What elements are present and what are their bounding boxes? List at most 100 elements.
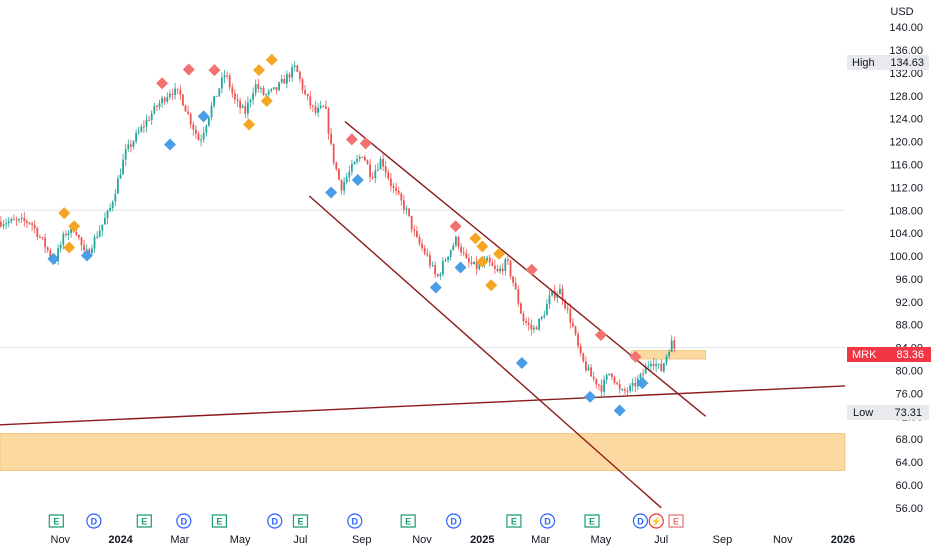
candle-body-120 — [312, 105, 314, 107]
candle-body-47 — [122, 159, 124, 175]
candle-body-242 — [629, 385, 631, 391]
candle-body-181 — [470, 262, 473, 264]
candle-body-259 — [673, 340, 676, 349]
candle-body-94 — [244, 105, 247, 114]
candle-body-89 — [231, 87, 234, 94]
trend-line-1[interactable] — [344, 121, 707, 417]
horizontal-lines-layer — [0, 209, 845, 349]
candle-body-99 — [257, 84, 260, 89]
event-badge-label-7: D — [352, 517, 359, 527]
event-badge-label-8: E — [405, 517, 411, 527]
candle-body-170 — [442, 261, 444, 275]
y-tick-label-13: 88.00 — [895, 320, 923, 332]
event-badge-14[interactable]: ⚡ — [648, 513, 664, 529]
candle-body-103 — [267, 90, 270, 95]
event-badge-1[interactable]: D — [86, 513, 102, 529]
candle-body-148 — [384, 166, 387, 173]
event-badge-15[interactable]: E — [668, 514, 684, 528]
y-axis[interactable]: 140.00 136.00 132.00 128.00 124.00 120.00 116.… — [889, 22, 923, 515]
x-tick-label-3: May — [230, 534, 251, 546]
pivot-marker-17 — [359, 137, 372, 150]
candle-body-25 — [65, 233, 67, 236]
candle-body-173 — [449, 250, 452, 257]
candle-body-252 — [655, 364, 657, 367]
candle-body-3 — [7, 221, 10, 224]
y-tick-label-15: 80.00 — [895, 366, 923, 378]
candle-body-63 — [163, 97, 166, 102]
candle-body-36 — [93, 237, 96, 249]
event-badge-7[interactable]: D — [347, 513, 363, 529]
candle-body-107 — [278, 82, 280, 91]
x-tick-label-0: Nov — [51, 534, 71, 546]
candle-body-62 — [161, 97, 163, 104]
candle-body-228 — [592, 376, 595, 379]
event-badge-12[interactable]: E — [584, 514, 600, 528]
candle-body-38 — [98, 230, 101, 237]
pivot-marker-12 — [260, 94, 273, 107]
event-badge-4[interactable]: E — [211, 514, 228, 528]
event-badge-6[interactable]: E — [292, 514, 309, 528]
candle-body-238 — [618, 383, 621, 390]
event-badge-shape-2 — [136, 514, 152, 528]
candle-body-257 — [668, 351, 670, 357]
candle-body-226 — [587, 367, 590, 371]
candle-body-204 — [530, 324, 533, 330]
candle-body-29 — [75, 232, 78, 235]
pivot-marker-15 — [345, 133, 358, 146]
candle-body-235 — [611, 373, 613, 378]
pivot-marker-27 — [515, 357, 528, 370]
event-badge-label-12: E — [589, 517, 595, 527]
event-badge-3[interactable]: D — [176, 513, 192, 529]
pivot-marker-26 — [525, 263, 538, 276]
event-badge-5[interactable]: D — [267, 513, 283, 529]
candle-body-19 — [49, 250, 52, 257]
candle-body-101 — [262, 87, 265, 95]
event-badge-0[interactable]: E — [48, 514, 64, 528]
high-label-group: High 134.63 — [847, 55, 929, 70]
event-badge-9[interactable]: D — [446, 513, 462, 529]
y-tick-label-1: 136.00 — [889, 45, 923, 57]
event-badge-shape-0 — [48, 514, 64, 528]
candle-body-171 — [444, 260, 447, 262]
candle-body-16 — [41, 237, 44, 239]
candle-body-32 — [83, 245, 85, 251]
candle-body-174 — [452, 245, 455, 251]
candle-body-168 — [436, 274, 439, 277]
currency-label[interactable]: USD — [890, 6, 913, 18]
candle-body-198 — [514, 282, 517, 290]
candle-body-85 — [221, 77, 223, 89]
candle-body-197 — [512, 276, 514, 283]
trend-line-0[interactable] — [308, 195, 662, 509]
event-badges-layer[interactable]: E D E D E D E D E D E D E D ⚡ E — [48, 513, 684, 529]
event-badge-2[interactable]: E — [136, 514, 152, 528]
event-badge-shape-5 — [267, 513, 283, 529]
y-tick-label-0: 140.00 — [889, 22, 923, 34]
event-badge-11[interactable]: D — [539, 513, 556, 529]
high-label: High — [852, 57, 875, 69]
candle-body-158 — [410, 215, 413, 230]
candle-body-70 — [182, 94, 184, 106]
candle-body-96 — [249, 99, 252, 103]
y-tick-label-20: 60.00 — [895, 480, 923, 492]
x-axis: Nov 2024 Mar May Jul Sep Nov 2025 Mar May Jul Sep No… — [51, 534, 856, 546]
y-tick-label-18: 68.00 — [895, 434, 923, 446]
candle-body-196 — [509, 260, 512, 277]
event-badge-10[interactable]: E — [506, 514, 522, 528]
candle-body-147 — [382, 159, 384, 167]
event-badge-shape-6 — [292, 514, 309, 528]
candle-body-150 — [390, 178, 392, 187]
event-badge-13[interactable]: D — [632, 513, 649, 529]
trend-line-2[interactable] — [0, 385, 846, 426]
candle-body-69 — [179, 89, 182, 95]
candle-body-205 — [533, 327, 535, 330]
event-badge-8[interactable]: E — [400, 514, 416, 528]
candle-body-192 — [499, 268, 501, 272]
candle-body-46 — [119, 174, 122, 179]
candle-body-199 — [517, 289, 520, 304]
candle-body-241 — [626, 390, 629, 392]
candle-body-177 — [460, 246, 462, 253]
pivot-marker-18 — [429, 281, 442, 294]
candle-body-81 — [210, 105, 213, 118]
candle-body-73 — [189, 113, 192, 125]
